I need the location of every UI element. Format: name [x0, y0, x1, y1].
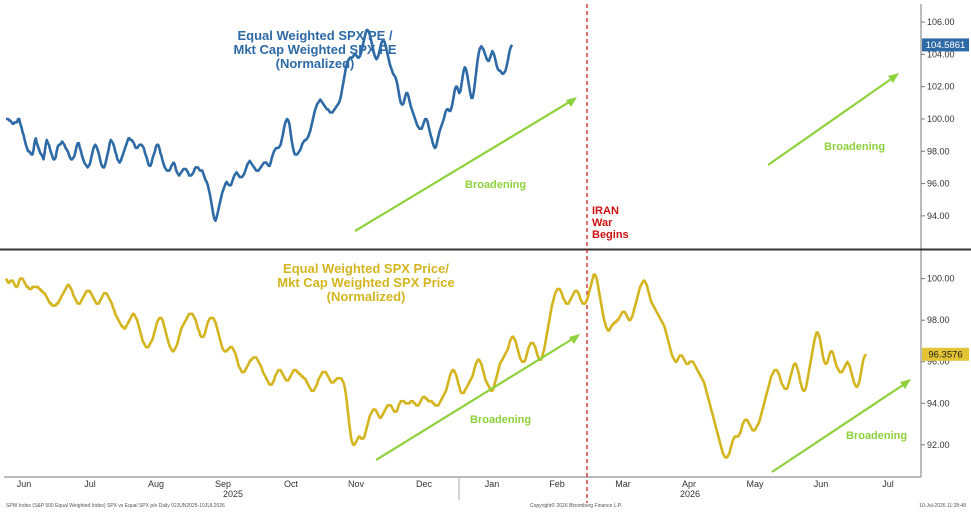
- top-y-axis-tick-label: 94.00: [927, 211, 950, 221]
- top-y-axis: 106.00 104.00 102.00 100.00 98.00 96.00 94.00: [921, 17, 955, 221]
- x-month-label: Nov: [348, 479, 365, 489]
- bottom-panel-title: Equal Weighted SPX Price/Mkt Cap Weighte…: [277, 261, 454, 304]
- bottom-y-axis-tick-label: 100.00: [927, 274, 955, 284]
- footer-timestamp: 10-Jul-2026 11:28:48: [919, 503, 966, 509]
- top-broadening-arrow-1: [354, 97, 577, 232]
- bottom-last-value-label: 96.3576: [928, 350, 962, 361]
- top-broadening-arrow-2: [767, 73, 899, 166]
- top-broadening-label-2: Broadening: [824, 141, 885, 153]
- bottom-broadening-label-1: Broadening: [470, 414, 531, 426]
- event-vline-label: IRAN War Begins: [592, 205, 629, 241]
- x-month-label: Jul: [84, 479, 96, 489]
- bottom-broadening-label-2: Broadening: [846, 430, 907, 442]
- bottom-y-axis-tick-label: 94.00: [927, 398, 950, 408]
- top-y-axis-tick-label: 98.00: [927, 146, 950, 156]
- bottom-y-axis: 100.00 98.00 96.00 94.00 92.00: [921, 274, 955, 450]
- x-month-label: Sep: [215, 479, 231, 489]
- x-month-label: Jul: [882, 479, 894, 489]
- footer-copyright: Copyright© 2026 Bloomberg Finance L.P.: [530, 502, 622, 509]
- top-broadening-label-1: Broadening: [465, 179, 526, 191]
- top-last-value-tag: 104.5861: [922, 38, 969, 52]
- bottom-broadening-arrow-2: [771, 379, 911, 473]
- x-axis: Jun Jul Aug Sep Oct Nov Dec Jan Feb Mar Apr May Jun J…: [17, 479, 894, 499]
- top-panel-title: Equal Weighted SPX PE / Mkt Cap Weighted …: [233, 28, 396, 71]
- top-last-value-label: 104.5861: [926, 40, 966, 51]
- x-year-label: 2025: [223, 489, 243, 499]
- x-month-label: Jun: [17, 479, 32, 489]
- x-month-label: Oct: [284, 479, 299, 489]
- x-month-label: Jun: [814, 479, 829, 489]
- x-month-label: Aug: [148, 479, 164, 489]
- x-month-label: Feb: [549, 479, 565, 489]
- x-year-label: 2026: [680, 489, 700, 499]
- bottom-y-axis-tick-label: 98.00: [927, 315, 950, 325]
- panel-frames: [0, 4, 971, 478]
- bottom-panel: 100.00 98.00 96.00 94.00 92.00 Equal Weighte…: [4, 261, 969, 473]
- bottom-last-value-tag: 96.3576: [922, 347, 969, 361]
- top-y-axis-tick-label: 102.00: [927, 82, 955, 92]
- bottom-series-line: [4, 273, 868, 459]
- top-y-axis-tick-label: 106.00: [927, 17, 955, 27]
- footer-source: SPW Index (S&P 500 Equal Weighted Index)…: [6, 503, 225, 509]
- x-month-label: Mar: [615, 479, 631, 489]
- x-month-label: Apr: [682, 479, 696, 489]
- bottom-y-axis-tick-label: 96.00: [927, 357, 950, 367]
- top-y-axis-tick-label: 100.00: [927, 114, 955, 124]
- top-panel: 106.00104.00102.00100.0098.0096.0094.00 …: [5, 17, 969, 232]
- top-series-line: [5, 28, 514, 222]
- bottom-y-axis-tick-label: 92.00: [927, 440, 950, 450]
- x-month-label: Dec: [416, 479, 433, 489]
- x-month-label: Jan: [485, 479, 500, 489]
- x-month-label: May: [746, 479, 764, 489]
- top-y-axis-tick-label: 104.00: [927, 49, 955, 59]
- top-y-axis-tick-label: 96.00: [927, 179, 950, 189]
- bottom-broadening-arrow-1: [375, 334, 580, 461]
